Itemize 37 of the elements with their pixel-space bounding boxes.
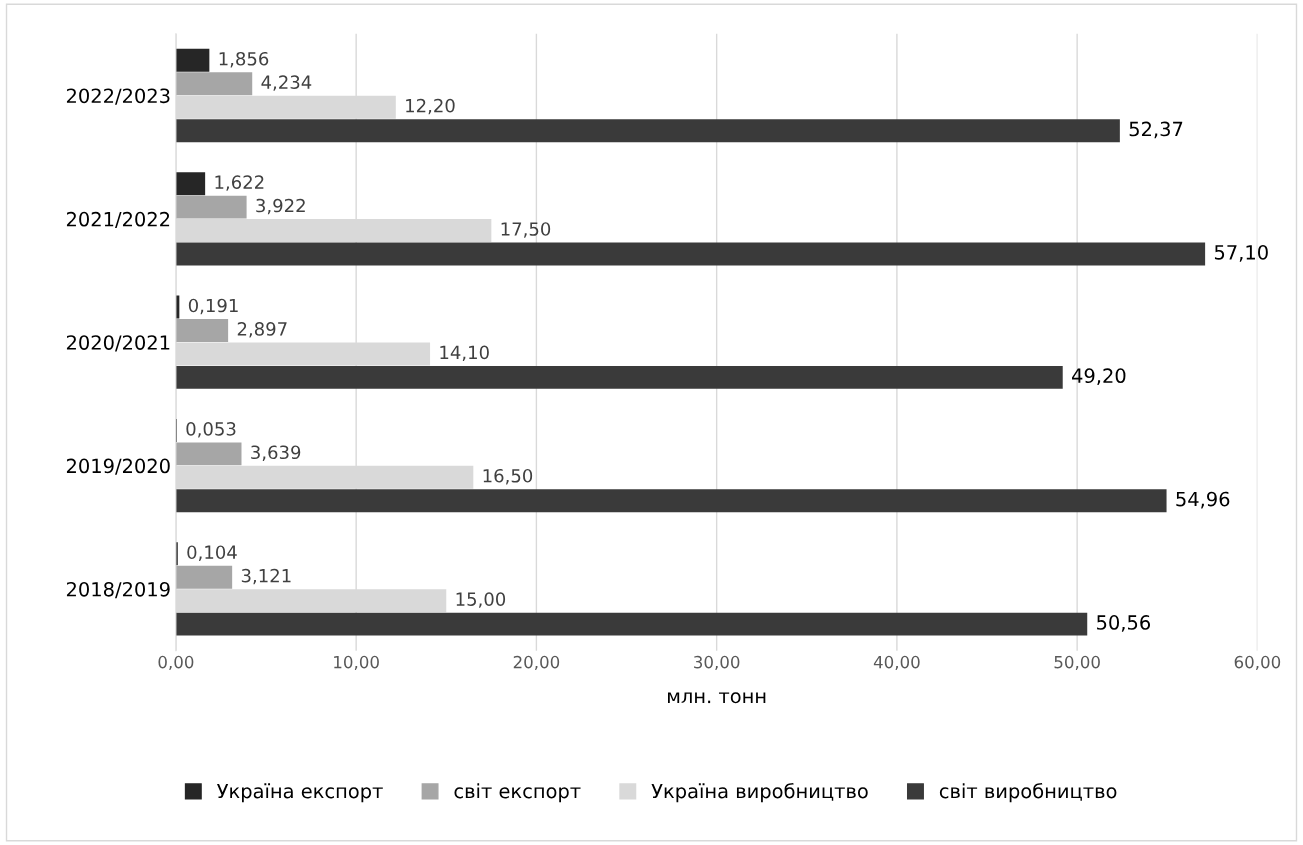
data-label: 17,50: [501, 222, 551, 238]
x-axis-title: млн. тонн: [668, 692, 766, 704]
data-label: 0,053: [186, 422, 236, 438]
data-label: 4,234: [261, 75, 312, 91]
x-tick-label: 20,00: [513, 655, 560, 671]
data-label: 52,37: [1129, 121, 1183, 139]
x-tick-label: 30,00: [694, 655, 740, 671]
data-label: 0,191: [188, 298, 238, 315]
data-label: 2,897: [237, 322, 287, 338]
data-label: 14,10: [440, 345, 489, 362]
data-label: 57,10: [1214, 244, 1268, 262]
y-tick-label: 2020/2021: [66, 335, 170, 352]
data-label: 3,121: [241, 568, 291, 585]
y-tick-label: 2018/2019: [66, 581, 170, 599]
data-label: 49,20: [1072, 368, 1126, 386]
data-label: 3,639: [251, 445, 301, 461]
data-label: 1,622: [215, 175, 264, 191]
x-tick-label: 0,00: [158, 655, 194, 671]
data-label: 3,922: [256, 198, 305, 215]
data-label: 12,20: [406, 98, 455, 115]
x-tick-label: 60,00: [1234, 655, 1281, 671]
x-tick-label: 40,00: [873, 655, 920, 671]
data-label: 16,50: [483, 468, 533, 485]
legend-label: світ експорт: [454, 783, 581, 803]
data-label: 1,856: [219, 51, 269, 68]
y-tick-label: 2022/2023: [66, 88, 170, 105]
data-label: 0,104: [187, 545, 237, 561]
legend-label: світ виробництво: [939, 783, 1117, 803]
x-tick-label: 10,00: [334, 655, 379, 671]
legend-label: Україна виробництво: [651, 783, 868, 803]
legend-label: Україна експорт: [216, 783, 383, 803]
y-tick-label: 2019/2020: [66, 458, 170, 475]
y-tick-label: 2021/2022: [66, 211, 170, 229]
data-label: 50,56: [1097, 615, 1151, 632]
data-label: 54,96: [1176, 491, 1230, 509]
x-tick-label: 50,00: [1054, 655, 1100, 671]
data-label: 15,00: [456, 592, 506, 608]
